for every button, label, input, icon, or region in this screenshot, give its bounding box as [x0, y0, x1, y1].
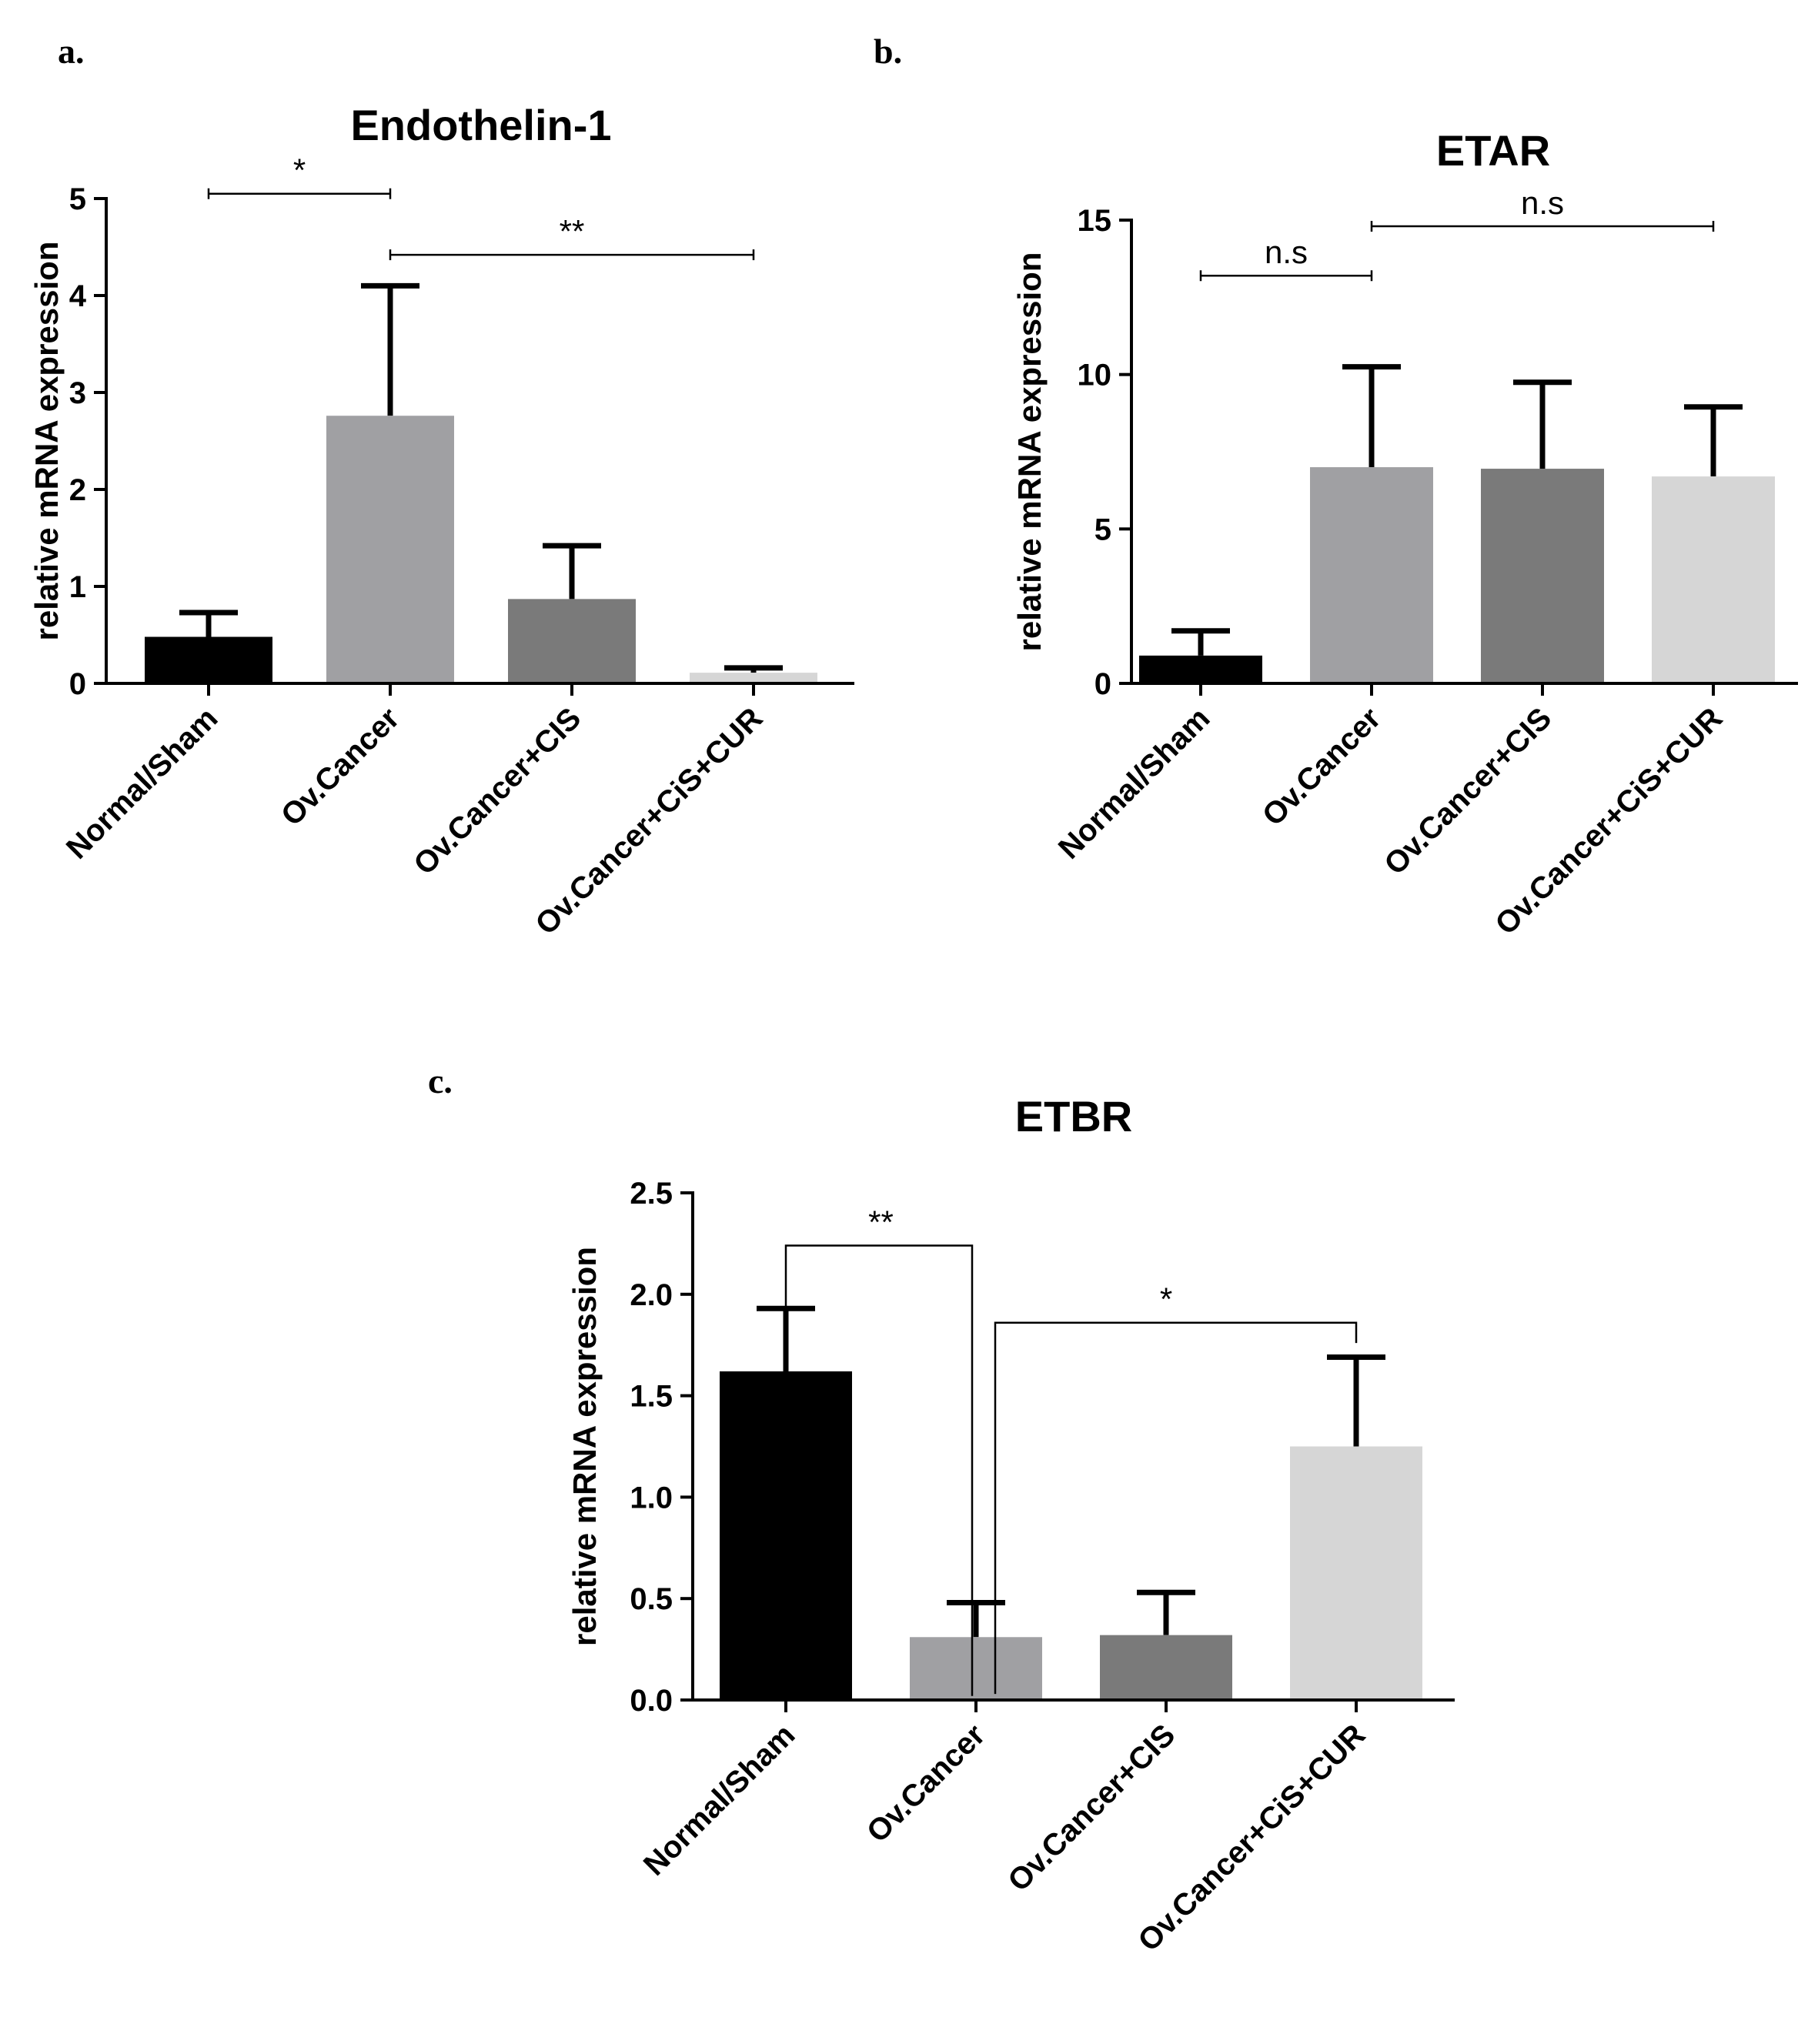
x-tick-label: Ov.Cancer+CIS	[1378, 701, 1558, 881]
y-tick-label: 4	[69, 279, 87, 313]
y-tick-label: 1.5	[630, 1380, 673, 1414]
y-tick-label: 1	[69, 570, 86, 604]
panel-letter: c.	[428, 1061, 453, 1100]
y-axis-label: relative mRNA expression	[28, 242, 65, 641]
significance-label: *	[293, 152, 306, 189]
y-tick-label: 0.5	[630, 1582, 673, 1616]
chart-title: ETAR	[1436, 126, 1550, 175]
y-tick-label: 15	[1078, 204, 1112, 238]
chart-etar: b. ETAR relative mRNA expression 0 5 10 15 Norm…	[874, 32, 1798, 941]
significance-label: **	[868, 1204, 894, 1241]
bar	[690, 673, 817, 683]
y-tick-label: 5	[69, 182, 86, 216]
bar	[1652, 476, 1775, 683]
bar	[910, 1637, 1042, 1700]
y-axis-label: relative mRNA expression	[1011, 252, 1048, 652]
y-tick-label: 2.5	[630, 1177, 673, 1211]
panel-letter: a.	[58, 32, 85, 71]
x-tick-label: Ov.Cancer	[1256, 701, 1388, 833]
y-tick-label: 1.0	[630, 1481, 673, 1515]
x-tick-label: Ov.Cancer	[275, 701, 406, 833]
x-tick-label: Ov.Cancer+CIS	[407, 701, 587, 881]
x-tick-label: Normal/Sham	[1052, 701, 1216, 865]
significance-bracket	[994, 1321, 1358, 1695]
x-tick-label: Normal/Sham	[637, 1718, 801, 1882]
y-tick-label: 3	[69, 376, 86, 410]
bar	[145, 636, 272, 683]
y-tick-label: 0	[69, 667, 86, 701]
y-tick-label: 5	[1094, 513, 1111, 546]
bar	[1100, 1635, 1232, 1700]
x-tick-label: Ov.Cancer	[861, 1718, 992, 1849]
chart-etbr: c. ETBR relative mRNA expression 0.0 0.5 1.0 1…	[428, 1061, 1455, 1958]
x-tick-label: Ov.Cancer+CIS	[1001, 1718, 1181, 1898]
bar	[326, 416, 454, 683]
y-tick-label: 10	[1078, 359, 1112, 392]
bar	[508, 599, 636, 683]
significance-label: n.s	[1265, 234, 1308, 270]
significance-label: *	[1160, 1281, 1172, 1318]
panel-letter: b.	[874, 32, 902, 71]
significance-label: n.s	[1521, 185, 1564, 221]
y-tick-label: 0.0	[630, 1684, 673, 1718]
bar	[1139, 655, 1262, 683]
y-tick-label: 2	[69, 473, 86, 507]
significance-label: **	[560, 213, 585, 249]
bar	[1290, 1446, 1422, 1700]
bar	[1481, 469, 1604, 683]
y-tick-label: 0	[1094, 667, 1111, 701]
chart-title: Endothelin-1	[350, 101, 611, 149]
y-axis-label: relative mRNA expression	[566, 1247, 603, 1646]
significance-bracket	[784, 1244, 974, 1696]
bar	[720, 1371, 852, 1700]
y-tick-label: 2.0	[630, 1278, 673, 1312]
chart-title: ETBR	[1015, 1092, 1132, 1141]
bar	[1310, 467, 1433, 683]
x-tick-label: Normal/Sham	[60, 701, 224, 865]
